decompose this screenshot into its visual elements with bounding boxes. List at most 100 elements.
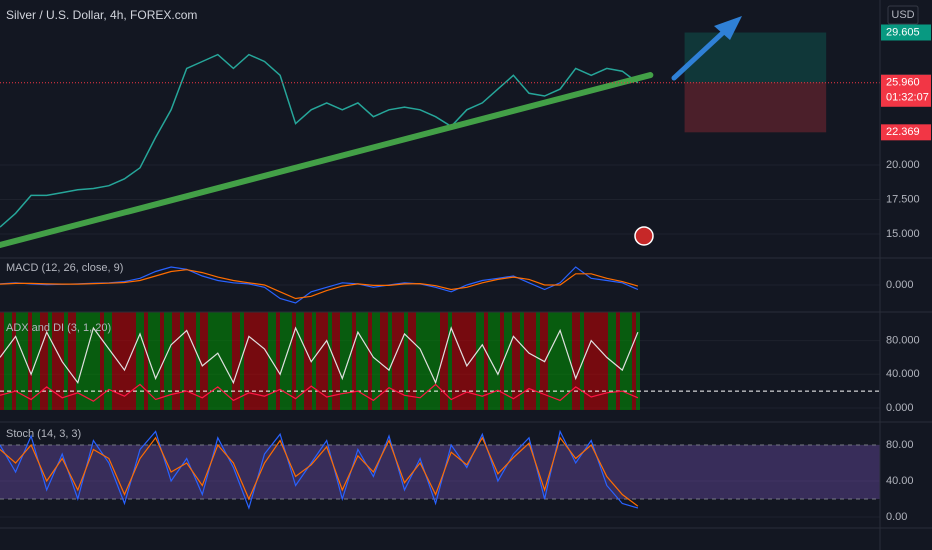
di-stripe — [140, 312, 144, 410]
di-stripe — [256, 312, 260, 410]
series-line — [0, 53, 639, 228]
di-stripe — [432, 312, 436, 410]
di-stripe — [124, 312, 128, 410]
di-stripe — [128, 312, 132, 410]
di-stripe — [388, 312, 392, 410]
di-stripe — [448, 312, 452, 410]
position-profit-zone — [684, 32, 827, 83]
price-tag: 29.605 — [886, 26, 920, 38]
di-stripe — [16, 312, 20, 410]
di-stripe — [360, 312, 364, 410]
di-stripe — [196, 312, 200, 410]
di-stripe — [316, 312, 320, 410]
di-stripe — [168, 312, 172, 410]
event-flag[interactable] — [634, 226, 654, 246]
di-stripe — [300, 312, 304, 410]
di-stripe — [8, 312, 12, 410]
di-stripe — [88, 312, 92, 410]
y-tick-label: 80.00 — [886, 439, 914, 451]
di-stripe — [212, 312, 216, 410]
di-stripe — [108, 312, 112, 410]
di-stripe — [364, 312, 368, 410]
position-loss-zone — [684, 82, 827, 133]
di-stripe — [412, 312, 416, 410]
y-tick-label: 0.000 — [886, 279, 914, 291]
di-stripe — [456, 312, 460, 410]
di-stripe — [520, 312, 524, 410]
di-stripe — [64, 312, 68, 410]
di-stripe — [628, 312, 632, 410]
di-stripe — [304, 312, 308, 410]
di-stripe — [324, 312, 328, 410]
di-stripe — [532, 312, 536, 410]
di-stripe — [564, 312, 568, 410]
di-stripe — [636, 312, 640, 410]
di-stripe — [216, 312, 220, 410]
di-stripe — [500, 312, 504, 410]
economic-event-icon[interactable] — [634, 226, 654, 246]
di-stripe — [548, 312, 552, 410]
di-stripe — [528, 312, 532, 410]
y-tick-label: 40.00 — [886, 475, 914, 487]
di-stripe — [48, 312, 52, 410]
di-stripe — [192, 312, 196, 410]
di-stripe — [176, 312, 180, 410]
arrow-head — [714, 16, 742, 40]
di-stripe — [544, 312, 548, 410]
di-stripe — [580, 312, 584, 410]
di-stripe — [104, 312, 108, 410]
currency-label: USD — [891, 9, 914, 21]
di-stripe — [280, 312, 284, 410]
currency-box[interactable] — [887, 5, 919, 25]
di-stripe — [72, 312, 76, 410]
di-stripe — [600, 312, 604, 410]
di-stripe — [504, 312, 508, 410]
di-stripe — [244, 312, 248, 410]
di-stripe — [44, 312, 48, 410]
di-stripe — [416, 312, 420, 410]
di-stripe — [372, 312, 376, 410]
di-stripe — [272, 312, 276, 410]
di-stripe — [612, 312, 616, 410]
di-stripe — [204, 312, 208, 410]
di-stripe — [512, 312, 516, 410]
stoch-title: Stoch (14, 3, 3) — [6, 428, 81, 440]
di-stripe — [264, 312, 268, 410]
macd-title: MACD (12, 26, close, 9) — [6, 262, 123, 274]
di-stripe — [464, 312, 468, 410]
di-stripe — [452, 312, 456, 410]
di-stripe — [92, 312, 96, 410]
di-stripe — [352, 312, 356, 410]
di-stripe — [620, 312, 624, 410]
di-stripe — [292, 312, 296, 410]
series-line — [0, 269, 639, 300]
di-stripe — [36, 312, 40, 410]
di-stripe — [20, 312, 24, 410]
di-stripe — [572, 312, 576, 410]
di-stripe — [540, 312, 544, 410]
di-stripe — [436, 312, 440, 410]
di-stripe — [188, 312, 192, 410]
di-stripe — [248, 312, 252, 410]
price-tag: 22.369 — [886, 126, 920, 138]
series-line — [0, 436, 639, 507]
di-stripe — [296, 312, 300, 410]
stoch-band — [0, 445, 880, 500]
di-stripe — [228, 312, 232, 410]
di-stripe — [608, 312, 612, 410]
adx-title: ADX and DI (3, 1, 20) — [6, 322, 111, 334]
di-stripe — [404, 312, 408, 410]
di-stripe — [420, 312, 424, 410]
di-stripe — [52, 312, 56, 410]
y-tick-label: 15.000 — [886, 228, 920, 240]
di-stripe — [144, 312, 148, 410]
last-price-tag: 25.960 — [886, 77, 920, 89]
di-stripe — [156, 312, 160, 410]
di-stripe — [40, 312, 44, 410]
di-stripe — [152, 312, 156, 410]
di-stripe — [28, 312, 32, 410]
di-stripe — [392, 312, 396, 410]
di-stripe — [508, 312, 512, 410]
arrow-shaft — [671, 25, 731, 81]
